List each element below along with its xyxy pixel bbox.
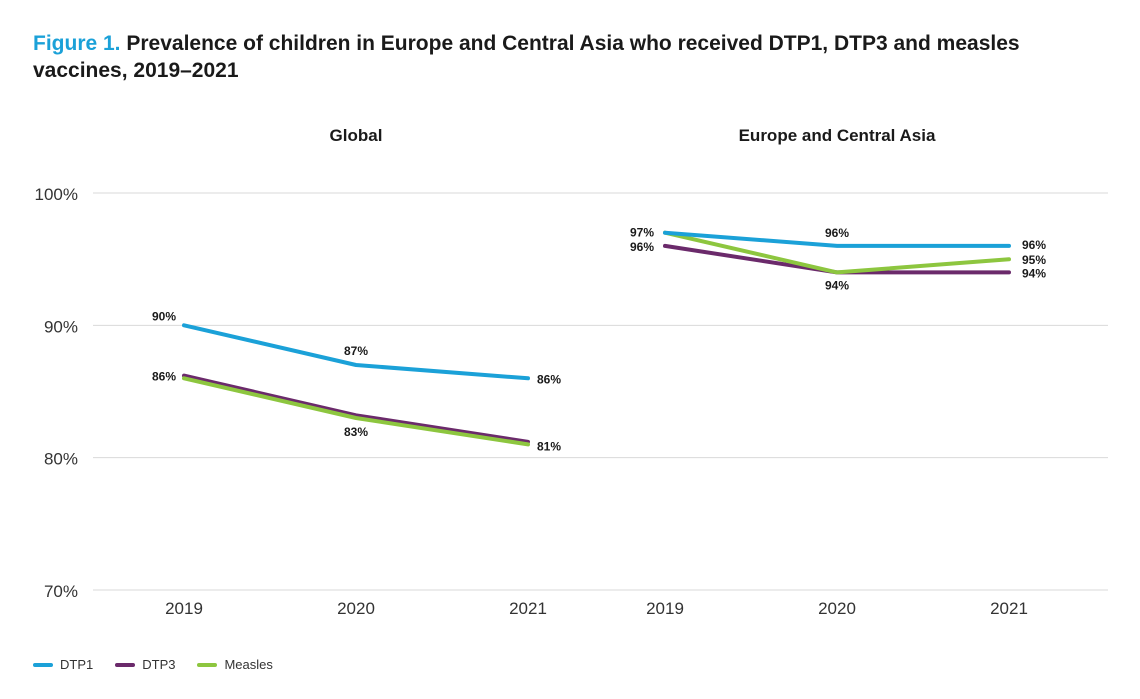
data-label: 87%	[344, 344, 368, 358]
y-tick-label: 100%	[35, 185, 78, 204]
x-tick-label: 2020	[818, 599, 856, 618]
legend-item-dtp1: DTP1	[33, 657, 93, 672]
data-label: 94%	[825, 278, 849, 292]
figure-label: Figure 1.	[33, 32, 121, 55]
data-label: 81%	[537, 439, 561, 453]
data-label: 94%	[1022, 266, 1046, 280]
x-tick-label: 2019	[165, 599, 203, 618]
data-label: 83%	[344, 425, 368, 439]
data-label: 96%	[1022, 238, 1046, 252]
data-label: 86%	[537, 372, 561, 386]
data-label: 97%	[630, 226, 654, 240]
x-tick-label: 2020	[337, 599, 375, 618]
legend-item-measles: Measles	[197, 657, 273, 672]
legend-label-dtp1: DTP1	[60, 657, 94, 672]
legend-item-dtp3: DTP3	[115, 657, 175, 672]
x-tick-label: 2019	[646, 599, 684, 618]
figure-title-text: Prevalence of children in Europe and Cen…	[33, 32, 1020, 82]
legend-swatch-dtp3	[115, 662, 136, 667]
panel-title: Europe and Central Asia	[739, 126, 936, 145]
legend: DTP1 DTP3 Measles	[33, 657, 273, 672]
y-tick-label: 70%	[44, 582, 78, 601]
series-line-dtp3	[663, 243, 1011, 275]
x-tick-label: 2021	[990, 599, 1028, 618]
x-tick-label: 2021	[509, 599, 547, 618]
legend-swatch-dtp1	[33, 662, 53, 667]
y-tick-label: 80%	[44, 450, 78, 469]
chart-title: Figure 1. Prevalence of children in Euro…	[33, 30, 1113, 84]
y-tick-label: 90%	[44, 317, 78, 336]
panel-title: Global	[330, 126, 383, 145]
data-label: 96%	[630, 240, 654, 254]
data-label: 95%	[1022, 253, 1046, 267]
data-label: 86%	[152, 369, 176, 383]
data-label: 90%	[152, 309, 176, 323]
legend-label-dtp3: DTP3	[142, 657, 176, 672]
legend-label-measles: Measles	[224, 657, 273, 672]
data-label: 96%	[825, 226, 849, 240]
legend-swatch-measles	[197, 662, 218, 667]
